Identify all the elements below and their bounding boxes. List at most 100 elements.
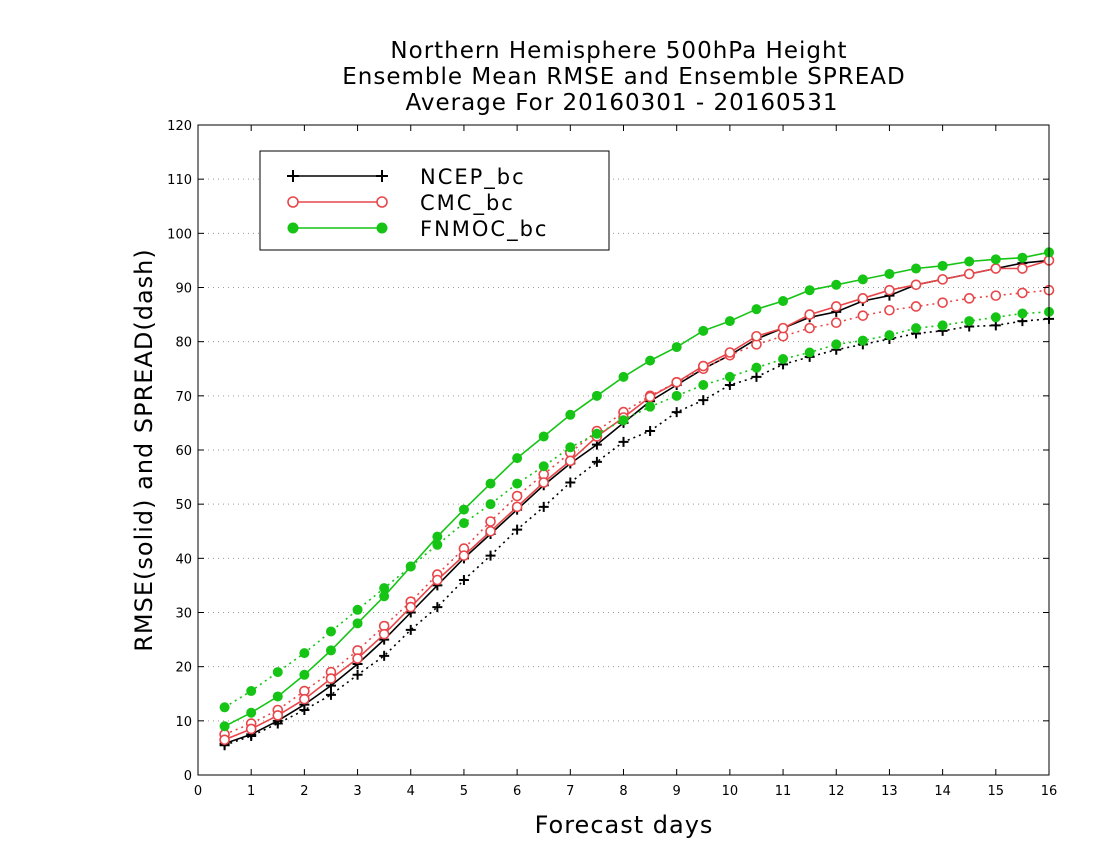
legend-label: CMC_bc	[420, 191, 515, 216]
data-point	[618, 436, 629, 447]
data-point	[831, 279, 842, 290]
data-point	[804, 309, 815, 320]
data-point	[272, 667, 283, 678]
data-point	[884, 284, 895, 296]
data-point	[299, 648, 310, 659]
data-point	[565, 455, 576, 467]
data-point	[857, 310, 869, 321]
data-point	[911, 323, 922, 334]
data-point	[857, 293, 869, 304]
data-point	[485, 516, 496, 527]
y-tick-label: 30	[175, 607, 192, 622]
data-point	[538, 477, 550, 488]
data-point	[219, 721, 230, 732]
y-tick-label: 20	[175, 661, 192, 676]
data-point	[964, 316, 975, 327]
grid-lines	[198, 178, 1049, 722]
x-tick-label: 5	[460, 784, 468, 799]
data-point	[432, 531, 443, 542]
data-point	[538, 501, 549, 512]
data-point	[538, 461, 549, 472]
data-point	[352, 604, 363, 615]
data-point	[884, 330, 895, 341]
data-point	[645, 426, 656, 437]
data-point	[724, 316, 735, 327]
data-point	[751, 371, 762, 382]
data-point	[830, 317, 842, 329]
data-point	[512, 524, 523, 535]
legend-marker-right	[376, 196, 388, 208]
data-point	[565, 477, 576, 488]
data-point	[671, 342, 682, 353]
data-point	[804, 322, 815, 334]
y-tick-label: 110	[167, 173, 192, 188]
data-point	[830, 301, 842, 312]
data-point	[804, 285, 815, 296]
data-point	[698, 325, 709, 336]
data-point	[937, 320, 948, 331]
data-point	[591, 428, 602, 439]
data-point	[618, 371, 629, 382]
data-point	[644, 391, 656, 403]
data-point	[1017, 263, 1028, 274]
legend-item: FNMOC_bc	[287, 217, 546, 242]
data-point	[272, 710, 284, 721]
data-point	[405, 624, 416, 635]
y-tick-label: 120	[167, 119, 192, 134]
x-tick-label: 7	[566, 784, 574, 799]
data-point	[910, 301, 922, 312]
data-point	[645, 355, 656, 366]
x-tick-label: 10	[722, 784, 739, 799]
data-point	[485, 525, 496, 537]
data-point	[299, 693, 310, 705]
data-point	[325, 689, 336, 700]
data-point	[405, 561, 416, 572]
data-point	[246, 686, 257, 697]
data-point	[751, 304, 762, 315]
data-point	[299, 669, 310, 680]
x-tick-label: 15	[988, 784, 1005, 799]
legend-item: NCEP_bc	[287, 165, 524, 190]
title-line-1: Northern Hemisphere 500hPa Height	[390, 38, 847, 64]
data-point	[432, 602, 443, 613]
x-tick-label: 13	[881, 784, 898, 799]
y-axis: 0 10 20 30 40 50 60 70 80 90 100 110 120	[167, 119, 1049, 784]
title-line-3: Average For 20160301 - 20160531	[405, 90, 838, 116]
legend-marker-right	[376, 170, 388, 182]
data-point	[485, 499, 496, 510]
data-point	[857, 335, 868, 346]
data-point	[964, 256, 975, 267]
data-point	[1017, 287, 1028, 299]
x-tick-label: 0	[194, 784, 202, 799]
legend-marker-left	[287, 170, 299, 182]
data-point	[565, 409, 576, 420]
legend-item: CMC_bc	[287, 191, 515, 216]
data-point	[246, 707, 257, 718]
data-point	[698, 395, 709, 406]
data-point	[804, 347, 815, 358]
x-tick-label: 8	[619, 784, 627, 799]
data-point	[378, 628, 390, 640]
data-point	[671, 376, 682, 388]
data-point	[831, 339, 842, 350]
data-point	[963, 293, 975, 304]
series-fnmoc-bc-rmse	[219, 247, 1054, 732]
data-point	[724, 371, 735, 382]
x-tick-label: 3	[353, 784, 361, 799]
x-axis-label: Forecast days	[535, 811, 714, 839]
data-point	[379, 650, 390, 661]
data-point	[910, 279, 922, 291]
data-point	[219, 702, 230, 713]
data-point	[937, 274, 948, 285]
y-tick-label: 10	[175, 715, 192, 730]
x-tick-label: 14	[934, 784, 951, 799]
series-line-ncep-bc-spread	[224, 318, 1050, 746]
x-tick-label: 12	[828, 784, 845, 799]
data-point	[485, 550, 496, 561]
y-tick-label: 70	[175, 390, 192, 405]
y-tick-label: 0	[184, 769, 192, 784]
data-point	[1017, 252, 1028, 263]
data-point	[485, 478, 496, 489]
